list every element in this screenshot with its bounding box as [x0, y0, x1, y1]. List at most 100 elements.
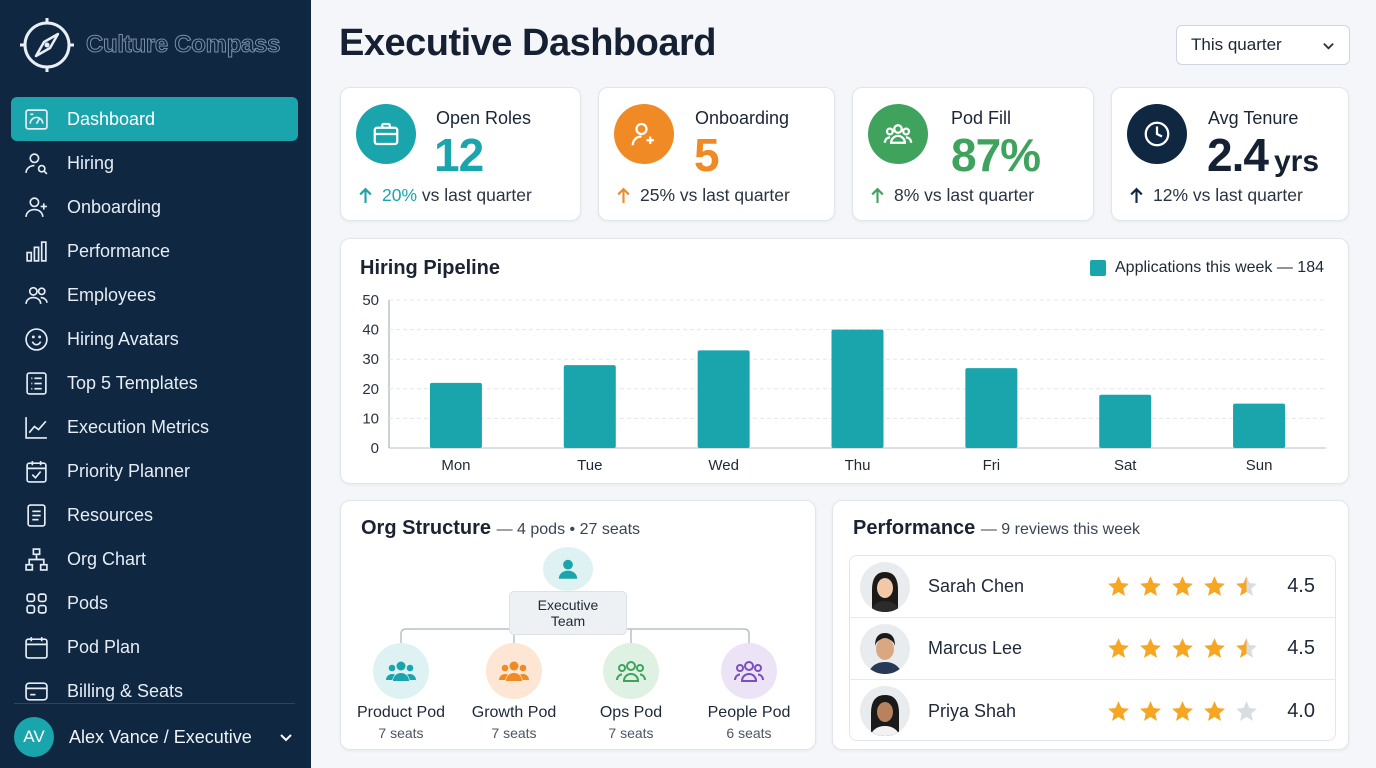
main-content: Executive Dashboard This quarter Open Ro…: [311, 0, 1376, 768]
bar: [965, 368, 1018, 448]
clock-icon: [1127, 104, 1187, 164]
list-item[interactable]: Marcus Lee 4.5: [850, 618, 1335, 680]
rating-score: 4.0: [1287, 699, 1315, 722]
star-full-icon: [1108, 638, 1129, 658]
star-full-icon: [1204, 638, 1225, 658]
credit-card-icon: [23, 678, 49, 704]
sidebar-item-pods[interactable]: Pods: [11, 581, 298, 625]
star-full-icon: [1172, 638, 1193, 658]
star-full-icon: [1172, 576, 1193, 596]
star-full-icon: [1108, 700, 1129, 721]
kpi-card-pod-fill[interactable]: Pod Fill 87% 8% vs last quarter: [852, 87, 1094, 221]
org-title: Org Structure: [361, 517, 492, 539]
calendar-icon: [23, 634, 49, 660]
brand[interactable]: Culture Compass: [18, 16, 281, 74]
pod-name: Ops Pod: [599, 704, 663, 721]
kpi-card-avg-tenure[interactable]: Avg Tenure 2.4 yrs 12% vs last quarter: [1111, 87, 1349, 221]
sidebar-item-employees[interactable]: Employees: [11, 273, 298, 317]
page-title: Executive Dashboard: [339, 22, 716, 64]
org-root[interactable]: Executive Team: [509, 547, 627, 635]
kpi-value-number: 5: [694, 129, 720, 181]
bar: [429, 382, 482, 448]
document-icon: [23, 502, 49, 528]
kpi-card-open-roles[interactable]: Open Roles 12 20% vs last quarter: [340, 87, 581, 221]
kpi-value: 12: [434, 128, 484, 182]
y-tick-label: 0: [371, 440, 379, 457]
org-pod-growth[interactable]: Growth Pod 7 seats: [449, 643, 579, 741]
kpi-label: Pod Fill: [951, 108, 1012, 128]
star-full-icon: [1140, 576, 1161, 596]
reviewee-name: Priya Shah: [928, 700, 1017, 721]
briefcase-icon: [356, 104, 416, 164]
list-icon: [23, 370, 49, 396]
kpi-delta-text: vs last quarter: [1188, 185, 1303, 205]
users-icon: [868, 104, 928, 164]
reviewee-name: Marcus Lee: [928, 638, 1023, 658]
users-icon: [373, 643, 429, 699]
user-plus-icon: [23, 194, 49, 220]
period-select[interactable]: This quarter: [1176, 25, 1350, 65]
performance-list: Sarah Chen 4.5 Marcus Lee 4.5 Priya Shah…: [849, 555, 1336, 741]
sidebar-item-pod-plan[interactable]: Pod Plan: [11, 625, 298, 669]
kpi-delta-pct: 8%: [894, 185, 920, 205]
pod-name: Growth Pod: [471, 704, 557, 721]
sidebar-item-org-chart[interactable]: Org Chart: [11, 537, 298, 581]
sidebar-item-execution-metrics[interactable]: Execution Metrics: [11, 405, 298, 449]
user-menu[interactable]: AV Alex Vance / Executive: [14, 716, 299, 758]
sidebar-item-billing[interactable]: Billing & Seats: [11, 669, 298, 713]
pod-seats: 6 seats: [726, 725, 772, 741]
kpi-value: 2.4 yrs: [1207, 128, 1319, 182]
performance-card: Performance — 9 reviews this week Sarah …: [832, 500, 1349, 750]
kpi-value-number: 87%: [951, 129, 1041, 181]
sidebar-item-label: Billing & Seats: [67, 680, 184, 701]
sidebar-item-label: Employees: [67, 284, 157, 305]
sidebar-item-resources[interactable]: Resources: [11, 493, 298, 537]
x-tick-label: Sat: [1114, 457, 1137, 474]
org-pod-ops[interactable]: Ops Pod 7 seats: [566, 643, 696, 741]
bar: [1099, 394, 1152, 448]
x-tick-label: Tue: [577, 457, 602, 474]
kpi-label: Avg Tenure: [1208, 108, 1299, 128]
section-title: Performance — 9 reviews this week: [853, 517, 1140, 540]
chevron-down-icon[interactable]: [279, 730, 293, 744]
x-tick-label: Thu: [845, 457, 871, 474]
sidebar-item-label: Dashboard: [67, 108, 156, 129]
kpi-card-onboarding[interactable]: Onboarding 5 25% vs last quarter: [598, 87, 835, 221]
sidebar-item-hiring[interactable]: Hiring: [11, 141, 298, 185]
sidebar-item-priority-planner[interactable]: Priority Planner: [11, 449, 298, 493]
legend-label: Applications this week — 184: [1115, 259, 1324, 276]
star-full-icon: [1108, 576, 1129, 596]
avatar: [860, 686, 910, 736]
users-icon: [23, 282, 49, 308]
kpi-value: 87%: [951, 128, 1041, 182]
person-icon: [543, 547, 593, 591]
kpi-delta: 8% vs last quarter: [870, 185, 1034, 206]
kpi-delta: 25% vs last quarter: [616, 185, 790, 206]
star-full-icon: [1172, 700, 1193, 721]
kpi-delta-text: vs last quarter: [417, 185, 532, 205]
sidebar-nav: Dashboard Hiring Onboarding Performance …: [11, 97, 298, 713]
grid-icon: [23, 590, 49, 616]
sidebar-item-dashboard[interactable]: Dashboard: [11, 97, 298, 141]
list-item[interactable]: Sarah Chen 4.5: [850, 556, 1335, 618]
arrow-up-icon: [1130, 187, 1143, 203]
sidebar-item-hiring-avatars[interactable]: Hiring Avatars: [11, 317, 298, 361]
sidebar-item-label: Hiring: [67, 152, 115, 173]
kpi-delta: 12% vs last quarter: [1129, 185, 1303, 206]
sidebar-item-templates[interactable]: Top 5 Templates: [11, 361, 298, 405]
list-item[interactable]: Priya Shah 4.0: [850, 680, 1335, 740]
sidebar-item-label: Priority Planner: [67, 460, 191, 481]
org-structure-card: Org Structure — 4 pods • 27 seats Execut…: [340, 500, 816, 750]
pod-name: Product Pod: [356, 704, 446, 721]
sidebar-item-onboarding[interactable]: Onboarding: [11, 185, 298, 229]
pod-seats: 7 seats: [378, 725, 424, 741]
star-half-icon: [1236, 638, 1257, 658]
org-pod-people[interactable]: People Pod 6 seats: [684, 643, 814, 741]
org-pod-product[interactable]: Product Pod 7 seats: [336, 643, 466, 741]
sidebar-item-label: Pod Plan: [67, 636, 141, 657]
kpi-delta-text: vs last quarter: [919, 185, 1035, 205]
rating-score: 4.5: [1287, 575, 1315, 597]
sidebar-item-label: Execution Metrics: [67, 416, 210, 437]
sidebar-item-performance[interactable]: Performance: [11, 229, 298, 273]
pod-name: People Pod: [707, 704, 791, 721]
